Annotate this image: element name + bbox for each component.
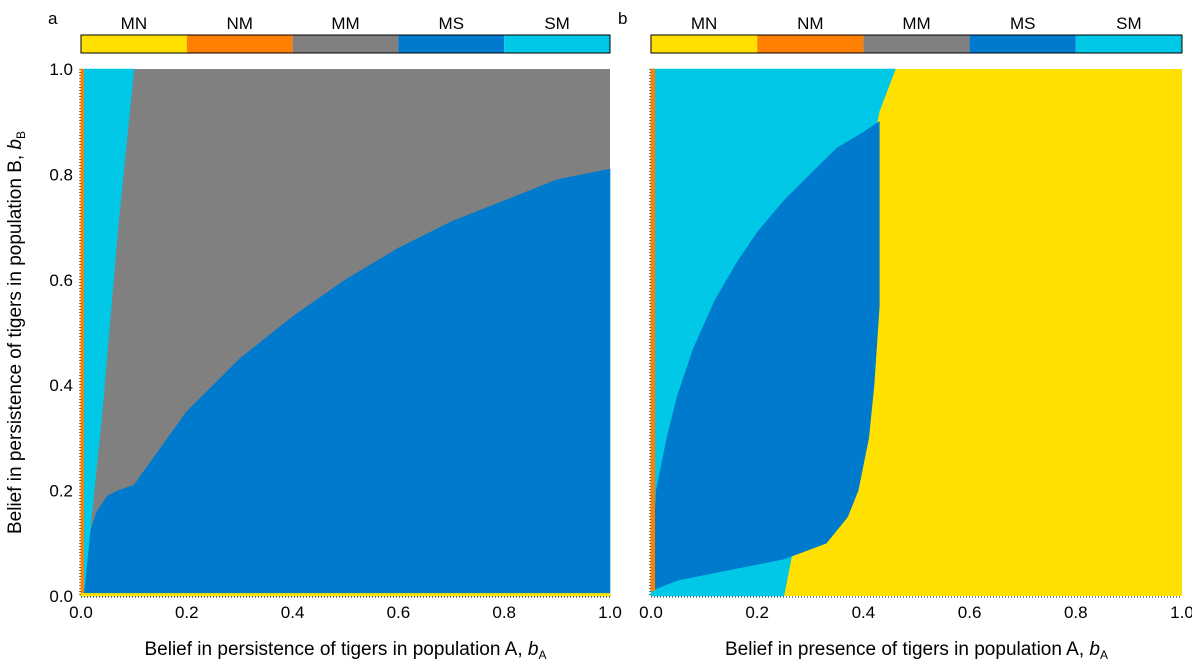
legend-label-sm: SM (544, 14, 570, 33)
panel-a: a MN NM MM MS SM 0.0 0.2 0.4 0.6 0.8 1.0 0.0 0.2 0.4… (5, 9, 622, 662)
y-tick-label: 0.2 (49, 482, 73, 501)
region-nm (650, 68, 656, 592)
legend-label-ms: MS (439, 14, 465, 33)
legend-swatch-mn (651, 35, 758, 53)
axes-a: 0.0 0.2 0.4 0.6 0.8 1.0 0.0 0.2 0.4 0.6 0.8 1.0 (49, 60, 621, 622)
region-ms (80, 168, 611, 597)
legend-swatch-mn (81, 35, 187, 53)
panel-b: b MN NM MM MS SM 0.0 0.2 0.4 0.6 0.8 1.0 Belief i… (618, 9, 1192, 662)
legend-swatch-sm (504, 35, 610, 53)
y-tick-label: 0.8 (49, 165, 73, 184)
legend-label-mm: MM (331, 14, 359, 33)
legend-border (650, 34, 1183, 54)
legend-label-sm: SM (1116, 14, 1142, 33)
panel-b-label: b (618, 9, 627, 28)
x-tick-label: 0.0 (639, 603, 663, 622)
x-tick-label: 1.0 (1170, 603, 1192, 622)
legend-label-mm: MM (902, 14, 930, 33)
x-tick-label: 0.4 (281, 603, 305, 622)
x-tick-label: 0.4 (852, 603, 876, 622)
y-tick-label: 0.4 (49, 376, 73, 395)
legend-swatch-ms (969, 35, 1076, 53)
x-tick-label: 0.6 (958, 603, 982, 622)
legend-label-nm: NM (226, 14, 252, 33)
legend-swatch-mm (863, 35, 970, 53)
x-tick-label: 1.0 (598, 603, 622, 622)
x-tick-label: 0.8 (492, 603, 516, 622)
region-ms (650, 121, 880, 592)
y-tick-label: 0.6 (49, 271, 73, 290)
legend-swatch-nm (186, 35, 293, 53)
legend-swatch-ms (398, 35, 505, 53)
legend-swatch-nm (757, 35, 864, 53)
region-mn (80, 593, 611, 597)
x-axis-label-a: Belief in persistence of tigers in popul… (145, 639, 547, 662)
axes-b: 0.0 0.2 0.4 0.6 0.8 1.0 (639, 69, 1192, 622)
region-nm (80, 68, 84, 597)
x-axis-label-b: Belief in presence of tigers in populati… (725, 639, 1108, 662)
plot-area-a (80, 68, 611, 597)
legend-label-mn: MN (691, 14, 717, 33)
x-tick-label: 0.0 (69, 603, 93, 622)
legend-label-mn: MN (121, 14, 147, 33)
legend-swatch-sm (1075, 35, 1182, 53)
x-tick-label: 0.6 (387, 603, 411, 622)
plot-area-b (650, 68, 1182, 597)
legend-a: MN NM MM MS SM (80, 14, 611, 54)
panel-a-label: a (48, 9, 58, 28)
x-tick-label: 0.2 (175, 603, 199, 622)
x-tick-label: 0.2 (745, 603, 769, 622)
legend-b: MN NM MM MS SM (650, 14, 1183, 54)
y-tick-label: 1.0 (49, 60, 73, 79)
legend-swatch-mm (292, 35, 399, 53)
y-axis-label-a: Belief in persistence of tigers in popul… (5, 131, 28, 534)
legend-label-nm: NM (797, 14, 823, 33)
x-tick-label: 0.8 (1064, 603, 1088, 622)
y-tick-label: 0.0 (49, 587, 73, 606)
legend-label-ms: MS (1010, 14, 1036, 33)
legend-border (80, 34, 611, 54)
